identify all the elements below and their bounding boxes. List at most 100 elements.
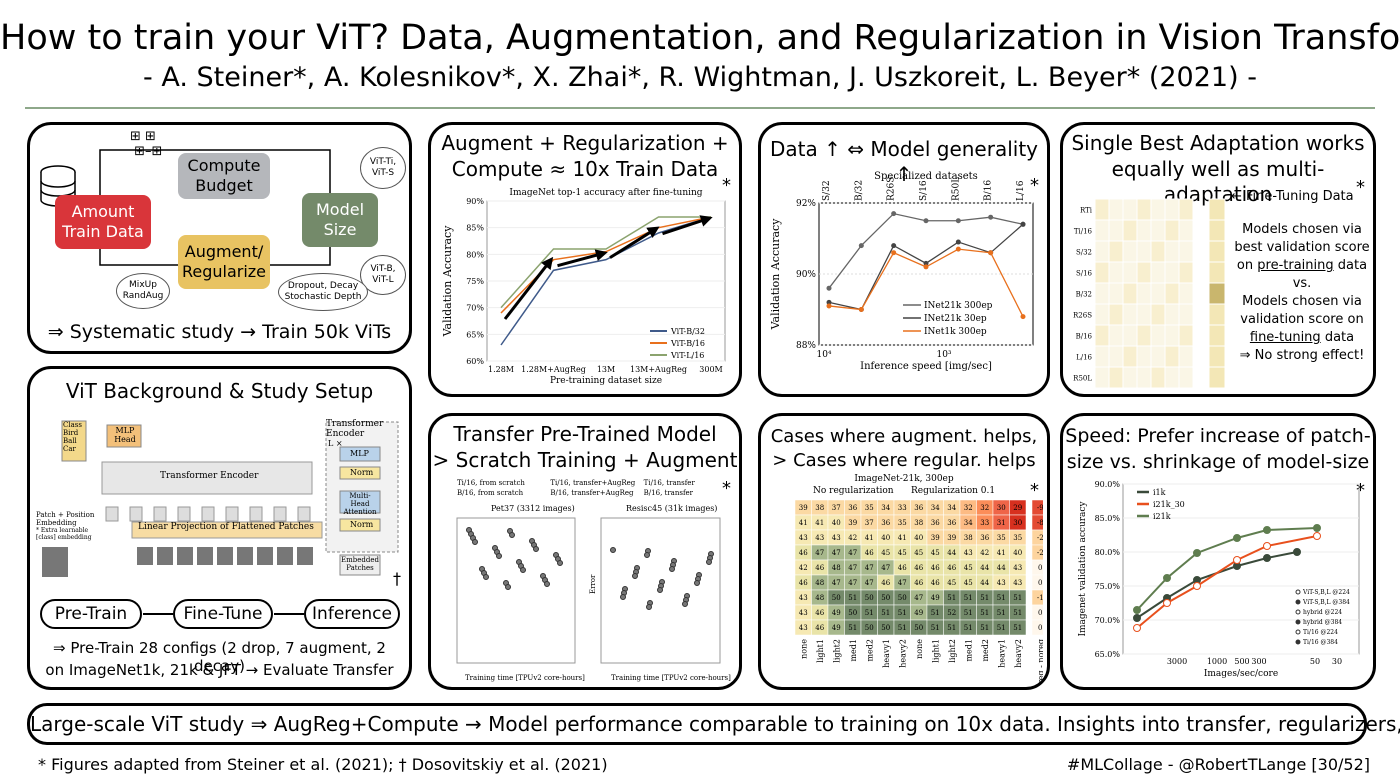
finetune-pill: Fine-Tune	[173, 599, 273, 629]
adapt-row-label: S/16	[1076, 270, 1093, 278]
transfer-scatter-plots: Error	[456, 517, 721, 664]
speed-ytick: 65.0%	[1095, 650, 1121, 659]
speed-legend2-marker-1	[1295, 599, 1301, 605]
panel-transfer: Transfer Pre-Trained Model > Scratch Tra…	[428, 413, 742, 690]
vit-extra: * Extra learnable [class] embedding	[36, 527, 92, 541]
vit-mha: Multi-Head Attention	[343, 492, 377, 516]
adapt-best-cell	[1208, 198, 1226, 221]
speed-xtick: 3000	[1167, 657, 1187, 666]
note-vs: vs.	[1292, 276, 1312, 291]
panel-single-adaptation: Single Best Adaptation works equally wel…	[1060, 122, 1376, 397]
note-best-val: best validation score	[1234, 240, 1370, 255]
panel-vit-background: ViT Background & Study Setup Transformer…	[27, 366, 412, 690]
scatter-point	[682, 601, 688, 607]
adaptation-heatmap: RTi Ti/16 S/32 S/16 B/32 R26S B/16 L/16 R50L	[1073, 198, 1226, 389]
adapt-cell	[1122, 198, 1138, 221]
heatmap-value: 51	[881, 609, 890, 617]
adapt-cell	[1150, 261, 1166, 284]
heatmap-col-label: light1	[931, 639, 940, 663]
adapt-row-label: S/32	[1076, 249, 1092, 257]
footnote: * Figures adapted from Steiner et al. (2…	[38, 755, 608, 774]
heatmap-value: 45	[964, 564, 973, 572]
transfer-xlabel-right: Training time [TPUv2 core-hours]	[611, 674, 731, 682]
heatmap-value: 47	[898, 579, 907, 587]
heatmap-value: 0	[1038, 579, 1042, 587]
heatmap-value: 45	[881, 549, 890, 557]
adapt-best-cell	[1208, 303, 1226, 326]
summary-banner: Large-scale ViT study ⇒ AugReg+Compute →…	[27, 703, 1400, 745]
heatmap-value: 36	[980, 534, 989, 542]
arrow-finetune-inference	[274, 613, 304, 615]
scatter-point	[706, 559, 712, 565]
heatmap-cell	[1031, 619, 1043, 636]
heatmap-value: 35	[898, 519, 907, 527]
heatmap-value: 44	[980, 564, 989, 572]
adaptation-explanation: Models chosen via best validation score …	[1228, 221, 1373, 365]
chart1-legend-2: INet1k 300ep	[924, 327, 987, 337]
chart1-point	[923, 260, 929, 266]
header-rule	[25, 107, 1375, 109]
adapt-cell	[1150, 366, 1166, 389]
speed-point	[1133, 624, 1141, 632]
adapt-cell	[1122, 261, 1138, 284]
heatmap-value: 43	[997, 579, 1006, 587]
heatmap-value: 37	[832, 504, 841, 512]
chart1-point	[858, 307, 864, 312]
heatmap-value: 43	[1013, 564, 1022, 572]
chart0-ytick: 75%	[466, 277, 484, 286]
chart0-arrow-3	[662, 215, 713, 236]
note-val-on: validation score on	[1240, 312, 1364, 327]
panel-augment-regularization: Augment + Regularization + Compute ≈ 10x…	[428, 122, 742, 397]
adapt-cell	[1150, 240, 1166, 263]
speed-xtick: 300	[1251, 657, 1266, 666]
speed-legend2-marker-2	[1295, 609, 1301, 615]
chart1-point	[1020, 221, 1026, 227]
speed-ytick: 75.0%	[1095, 582, 1121, 591]
heatmap-value: 43	[1013, 579, 1022, 587]
heatmap-value: 48	[815, 579, 824, 587]
speed-point	[1313, 524, 1321, 532]
panel6-title-line1: Transfer Pre-Trained Model	[453, 422, 717, 446]
heatmap-value: 51	[964, 594, 973, 602]
heatmap-value: 29	[1013, 504, 1022, 512]
heatmap-value: 47	[832, 549, 841, 557]
heatmap-value: 40	[832, 519, 841, 527]
scatter-point	[632, 573, 638, 579]
adapt-cell	[1094, 261, 1110, 284]
legend-2: Ti/16, transfer	[643, 479, 695, 487]
heatmap-value: 35	[997, 534, 1006, 542]
heatmap-value: 46	[898, 564, 907, 572]
speed-point	[1193, 549, 1201, 557]
speed-legend2-1: ViT-S,B,L @384	[1302, 599, 1350, 606]
heatmap-value: 37	[865, 519, 874, 527]
collage-tag: #MLCollage - @RobertTLange [30/52]	[1066, 755, 1370, 774]
heatmap-value: 47	[848, 549, 857, 557]
speed-xtick: 50	[1310, 657, 1320, 666]
heatmap-only-aug: [only augment]	[826, 687, 880, 690]
vit-norm-bottom: Norm	[350, 520, 374, 529]
heatmap-value: -1	[1037, 594, 1043, 602]
adapt-best-cell	[1208, 240, 1226, 263]
heatmap-value: 49	[914, 609, 923, 617]
adapt-cell	[1122, 240, 1138, 263]
adapt-cell	[1164, 219, 1180, 242]
heatmap-value: 46	[931, 564, 940, 572]
heatmap-value: 36	[931, 519, 940, 527]
speed-xtick: 30	[1332, 657, 1342, 666]
heatmap-value: 44	[997, 564, 1006, 572]
note-models-chosen2: Models chosen via	[1242, 294, 1362, 309]
heatmap-value: 38	[964, 534, 973, 542]
chart0-arrow-2	[609, 226, 660, 259]
legend-1: Ti/16, transfer+AugReg	[550, 479, 636, 487]
scatter-frame-0	[456, 517, 576, 664]
heatmap-value: 50	[881, 624, 890, 632]
heatmap-value: 32	[964, 504, 973, 512]
heatmap-value: 42	[980, 549, 989, 557]
heatmap-value: 34	[931, 504, 940, 512]
adapt-row-label: L/16	[1076, 354, 1092, 362]
chart0-xlabel: Pre-training dataset size	[550, 376, 662, 386]
heatmap-value: 47	[865, 564, 874, 572]
chart0-arrow-1	[557, 249, 608, 268]
heatmap-value: 50	[881, 594, 890, 602]
scatter-point	[533, 546, 539, 552]
